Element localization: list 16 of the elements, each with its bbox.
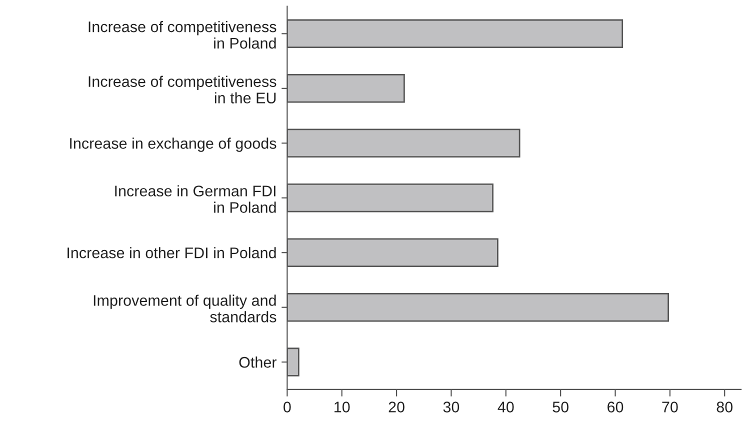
x-tick-label: 0 (284, 402, 291, 412)
x-tick-label: 70 (662, 402, 678, 412)
y-tick-label: Increase of competitiveness in the EU (88, 76, 276, 104)
y-tick-label: Improvement of quality and standards (94, 294, 276, 322)
y-tick-label: Increase in exchange of goods (70, 138, 276, 152)
x-tick-label: 60 (608, 402, 624, 412)
x-tick-label: 20 (388, 402, 404, 412)
x-tick-label: 40 (498, 402, 514, 412)
x-tick-label: 10 (334, 402, 350, 412)
x-tick-label: 30 (443, 402, 460, 412)
y-tick-label: Other (239, 356, 277, 368)
y-tick-label: Increase of competitiveness in Poland (88, 21, 276, 49)
x-tick-label: 80 (716, 402, 733, 412)
x-tick-label: 50 (552, 402, 568, 412)
y-tick-label: Increase in other FDI in Poland (68, 247, 276, 258)
y-tick-label: Increase in German FDI in Poland (115, 185, 276, 213)
